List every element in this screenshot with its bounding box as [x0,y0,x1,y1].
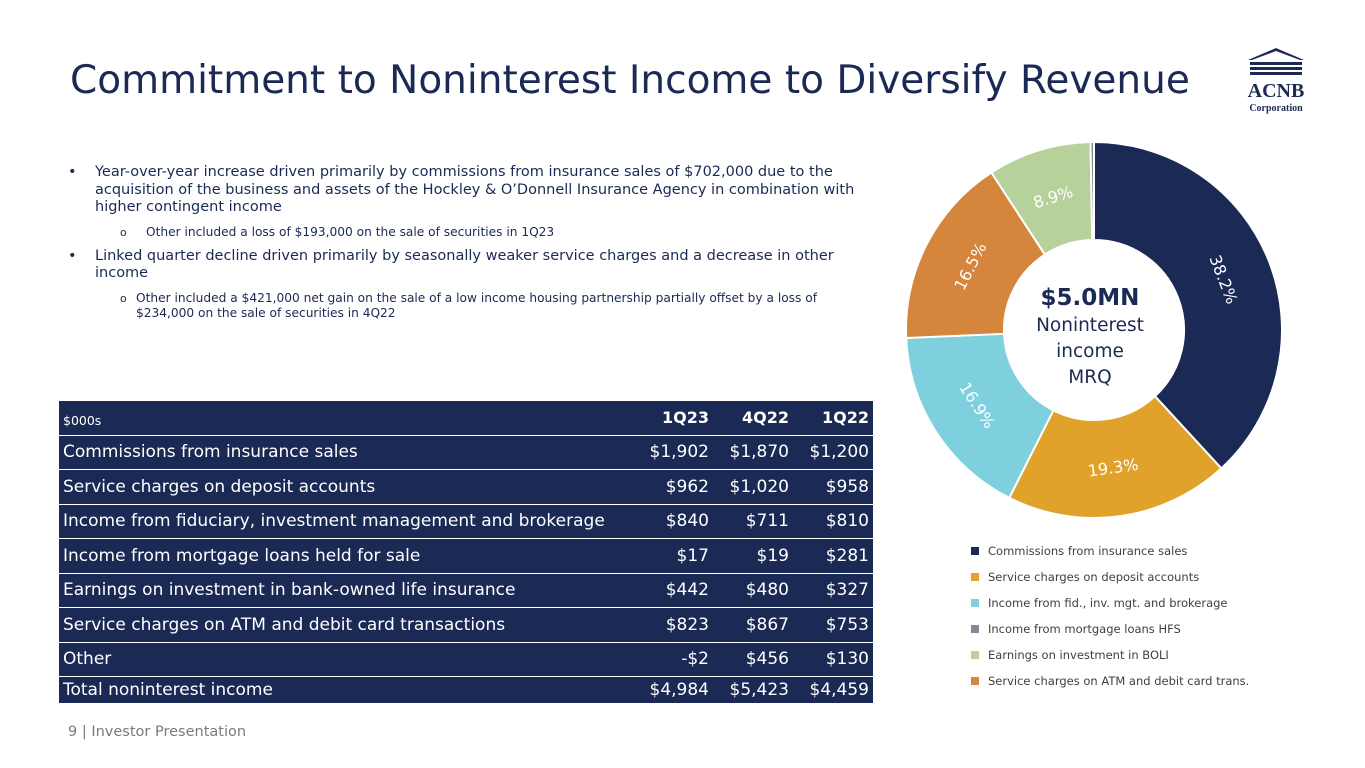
table-cell: $19 [713,538,793,574]
legend-label: Income from mortgage loans HFS [988,622,1181,636]
bullet-text: Linked quarter decline driven primarily … [95,247,834,282]
row-label: Other [59,642,629,677]
legend-item: Income from fid., inv. mgt. and brokerag… [971,595,1249,621]
svg-text:Corporation: Corporation [1249,103,1303,114]
bullet-glyph: • [68,164,77,180]
slide-footer: 9 | Investor Presentation [68,724,247,740]
table-header-row: $000s 1Q23 4Q22 1Q22 [59,401,873,436]
bullet-list: • Year-over-year increase driven primari… [68,164,868,321]
table-cell: $4,459 [809,679,869,700]
donut-center-label: $5.0MN Noninterest income MRQ [1002,283,1178,391]
table-cell: -$2 [629,642,713,677]
center-caption-line: Noninterest [1036,315,1144,336]
table-row: Earnings on investment in bank-owned lif… [59,573,873,608]
column-header: 4Q22 [713,401,793,436]
row-label: Earnings on investment in bank-owned lif… [59,573,629,608]
table-cell: $456 [713,642,793,677]
noninterest-income-table: $000s 1Q23 4Q22 1Q22 Commissions from in… [59,401,873,703]
row-label: Service charges on ATM and debit card tr… [59,607,629,643]
bullet-text: Year-over-year increase driven primarily… [95,164,855,215]
table-cell: $962 [629,469,713,505]
row-label: Commissions from insurance sales [59,435,629,470]
column-header: 1Q23 [629,401,713,436]
table-cell: $5,423 [729,679,789,700]
sub-bullet-glyph: o [120,225,127,239]
center-caption-line: MRQ [1068,367,1112,388]
table-cell: $442 [629,573,713,608]
legend-label: Service charges on ATM and debit card tr… [988,674,1250,688]
table-cell: $753 [793,607,873,643]
table-cell: $130 [793,642,873,677]
table-cell: $810 [793,504,873,539]
bullet-item: • Year-over-year increase driven primari… [68,164,868,217]
bullet-item: • Linked quarter decline driven primaril… [68,248,868,283]
table-cell: $281 [793,538,873,574]
svg-text:ACNB: ACNB [1248,80,1305,102]
chart-legend: Commissions from insurance sales Service … [971,543,1249,699]
column-header: 1Q22 [793,401,873,436]
table-row: Income from mortgage loans held for sale… [59,538,873,574]
table-cell: $1,200 [793,435,873,470]
table-cell: $1,902 [629,435,713,470]
center-value: $5.0MN [1040,285,1140,311]
row-label: Total noninterest income [63,679,273,700]
sub-bullet-item: o Other included a $421,000 net gain on … [68,291,868,321]
table-cell: $480 [713,573,793,608]
table-row: Income from fiduciary, investment manage… [59,504,873,539]
legend-swatch [971,651,979,659]
legend-swatch [971,599,979,607]
row-label: Service charges on deposit accounts [59,469,629,505]
sub-bullet-text: Other included a $421,000 net gain on th… [136,290,818,320]
acnb-logo: ACNB Corporation [1243,47,1309,117]
sub-bullet-item: o Other included a loss of $193,000 on t… [68,225,868,240]
legend-item: Earnings on investment in BOLI [971,647,1249,673]
bullet-glyph: • [68,247,77,264]
legend-label: Commissions from insurance sales [988,544,1188,558]
legend-swatch [971,547,979,555]
table-total-row: Total noninterest income $4,984 $5,423 $… [59,677,873,703]
donut-slice [1089,141,1095,242]
table-cell: $1,870 [713,435,793,470]
sub-bullet-text: Other included a loss of $193,000 on the… [146,224,555,239]
table-cell: $4,984 [649,679,709,700]
slide-title: Commitment to Noninterest Income to Dive… [70,58,1190,103]
legend-item: Service charges on ATM and debit card tr… [971,673,1249,699]
table-row: Service charges on deposit accounts $962… [59,469,873,505]
row-label: Income from mortgage loans held for sale [59,538,629,574]
table-row: Service charges on ATM and debit card tr… [59,607,873,643]
donut-slice [1093,141,1283,470]
legend-label: Earnings on investment in BOLI [988,648,1169,662]
donut-slice [905,332,1055,500]
unit-label: $000s [59,401,629,436]
legend-label: Income from fid., inv. mgt. and brokerag… [988,596,1228,610]
table-cell: $840 [629,504,713,539]
donut-slice [905,171,1047,340]
table-cell: $958 [793,469,873,505]
noninterest-income-donut-chart: 38.2%19.3%16.9%16.5%8.9% [905,141,1283,519]
legend-item: Service charges on deposit accounts [971,569,1249,595]
table-cell: $711 [713,504,793,539]
table-cell: $823 [629,607,713,643]
donut-slice [1007,394,1223,519]
legend-label: Service charges on deposit accounts [988,570,1200,584]
table-cell: $1,020 [713,469,793,505]
table-cell: $327 [793,573,873,608]
row-label: Income from fiduciary, investment manage… [59,504,629,539]
legend-item: Income from mortgage loans HFS [971,621,1249,647]
table-cell: $867 [713,607,793,643]
legend-item: Commissions from insurance sales [971,543,1249,569]
sub-bullet-glyph: o [120,291,127,305]
table-cell: $17 [629,538,713,574]
legend-swatch [971,677,979,685]
table-row: Other -$2 $456 $130 [59,642,873,677]
center-caption-line: income [1056,341,1124,362]
legend-swatch [971,573,979,581]
legend-swatch [971,625,979,633]
table-row: Commissions from insurance sales $1,902 … [59,435,873,470]
